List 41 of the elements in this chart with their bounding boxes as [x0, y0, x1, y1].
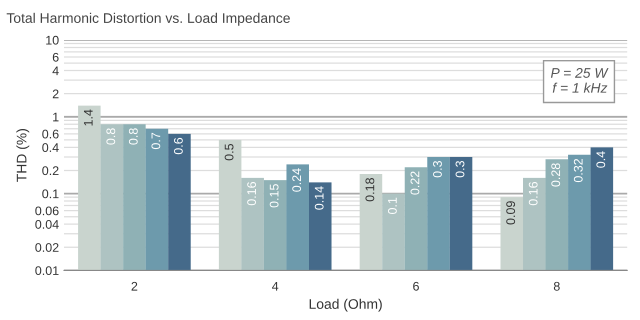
- data-label: 0.15: [270, 184, 279, 208]
- y-tick-label: 4: [52, 66, 59, 76]
- x-tick-label: 6: [413, 282, 419, 291]
- x-tick-label: 2: [132, 282, 138, 291]
- data-label: 0.24: [292, 168, 302, 192]
- data-label: 0.28: [551, 163, 560, 187]
- x-axis-title: Load (Ohm): [310, 298, 382, 312]
- data-label: 0.09: [506, 201, 516, 224]
- data-label: 0.18: [365, 178, 374, 202]
- data-label: 1.4: [84, 109, 93, 126]
- y-tick-label: 2: [52, 89, 59, 98]
- data-label: 0.5: [224, 144, 234, 160]
- y-tick-label: 0.4: [42, 143, 59, 152]
- annotation: P = 25 W f = 1 kHz: [550, 68, 609, 93]
- x-tick-label: 4: [272, 282, 278, 291]
- chart-title: Total Harmonic Distortion vs. Load Impedance: [6, 12, 290, 26]
- data-label: 0.3: [433, 161, 442, 178]
- data-label: 0.22: [410, 171, 420, 195]
- data-label: 0.3: [456, 161, 464, 178]
- y-tick-label: 0.6: [42, 130, 59, 138]
- data-label: 0.6: [174, 138, 183, 154]
- y-tick-label: 6: [52, 52, 59, 62]
- data-label: 0.8: [128, 128, 138, 145]
- data-label: 0.8: [106, 128, 116, 145]
- y-tick-label: 0.06: [35, 206, 59, 216]
- y-tick-label: 0.01: [35, 266, 59, 276]
- y-tick-label: 0.02: [35, 243, 59, 252]
- y-axis-title: THD (%): [16, 129, 30, 182]
- data-label: 0.16: [247, 182, 256, 206]
- y-tick-label: 0.2: [42, 166, 59, 176]
- data-label: 0.1: [388, 198, 397, 214]
- y-tick-label: 1: [53, 112, 59, 122]
- data-label: 0.32: [574, 158, 583, 182]
- data-label: 0.4: [596, 151, 606, 168]
- data-label: 0.7: [151, 132, 160, 150]
- x-tick-label: 8: [554, 282, 560, 291]
- y-tick-label: 0.1: [42, 189, 59, 198]
- y-tick-label: 10: [46, 36, 59, 45]
- data-label: 0.16: [528, 182, 538, 206]
- data-label: 0.14: [314, 186, 324, 210]
- y-tick-label: 0.04: [35, 220, 59, 229]
